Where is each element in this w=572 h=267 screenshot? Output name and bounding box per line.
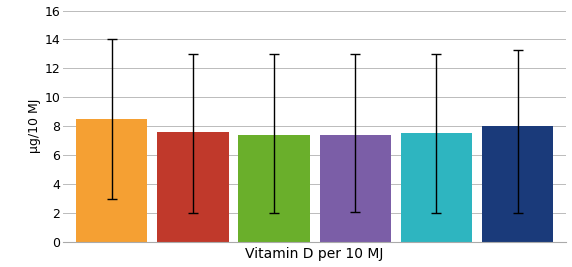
Bar xyxy=(76,119,148,242)
Bar xyxy=(482,126,554,242)
Bar xyxy=(239,135,310,242)
Bar xyxy=(320,135,391,242)
Y-axis label: μg/10 MJ: μg/10 MJ xyxy=(29,99,41,154)
Bar xyxy=(401,134,472,242)
X-axis label: Vitamin D per 10 MJ: Vitamin D per 10 MJ xyxy=(245,248,384,261)
Bar xyxy=(157,132,229,242)
